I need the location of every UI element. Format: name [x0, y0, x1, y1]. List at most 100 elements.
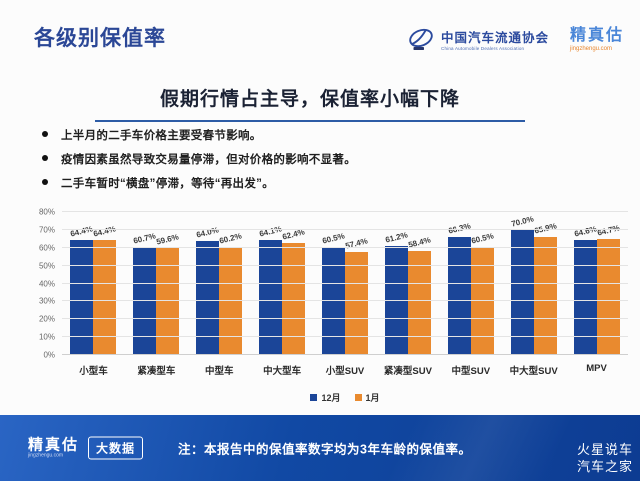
- bar-pair: [259, 240, 306, 355]
- bar-chart: 0% 10% 20% 30% 40% 50% 60% 70% 80% 64.4% 64.4% 60.…: [28, 208, 628, 404]
- jingzhengu-logo: 精真估 jingzhengu.com: [570, 27, 624, 52]
- bullet-item: 上半月的二手车价格主要受春节影响。: [42, 127, 602, 143]
- bar-group: 60.5% 57.4%: [314, 212, 377, 355]
- bar-value-label: 59.6%: [155, 232, 180, 248]
- bar-group: 66.3%60.5%: [439, 212, 502, 355]
- y-tick-label: 80%: [38, 207, 55, 217]
- bar-1月: [156, 248, 180, 355]
- bullet-list: 上半月的二手车价格主要受春节影响。疫情因素虽然导致交易量停滞，但对价格的影响不显…: [42, 127, 602, 199]
- bar-value-label: 64.0%: [195, 224, 220, 240]
- footer-brand-domain: jingzhengu.com: [28, 452, 64, 459]
- y-tick-label: 70%: [38, 225, 55, 235]
- bullet-dot: [42, 179, 48, 185]
- bullet-dot: [42, 131, 48, 137]
- bullet-item: 二手车暂时“横盘”停滞，等待“再出发”。: [42, 175, 602, 191]
- bullet-text: 上半月的二手车价格主要受春节影响。: [61, 130, 262, 142]
- gridline: [62, 264, 628, 266]
- bar-value-label: 61.2%: [384, 229, 409, 245]
- bar-1月: [407, 250, 431, 355]
- bar-value-label: 64.7%: [595, 223, 621, 238]
- footer-brand-name: 精真估: [28, 436, 80, 453]
- x-axis-label: 小型SUV: [325, 366, 365, 377]
- y-tick-label: 40%: [38, 279, 55, 288]
- y-tick-label: 0%: [43, 350, 55, 360]
- bar-group: 64.6% 64.7%: [565, 212, 628, 355]
- jingzhengu-domain: jingzhengu.com: [569, 45, 613, 52]
- gridline: [62, 336, 628, 338]
- page-title: 各级别保值率: [34, 27, 166, 50]
- x-axis-label: 中大型车: [263, 366, 302, 377]
- legend-label: 1月: [365, 393, 380, 403]
- y-tick-label: 30%: [38, 296, 55, 306]
- bar-pair: [196, 240, 243, 355]
- bar-1月: [596, 239, 620, 355]
- plot-area: 64.4% 64.4% 60.7% 59.6% 64.0% 60.2% 64.1% 62.4%…: [62, 211, 628, 355]
- bar-1月: [345, 252, 368, 355]
- bar-value-label: 64.1%: [258, 224, 283, 240]
- bar-pair: [70, 239, 117, 355]
- y-tick-label: 50%: [38, 261, 55, 271]
- bar-1月: [282, 243, 306, 355]
- bullet-text: 疫情因素虽然导致交易量停滞，但对价格的影响不显著。: [61, 154, 356, 166]
- x-axis: 小型车 紧凑型车 中型车 中大型车 小型SUV 紧凑型SUV 中型SUV 中大型SUV MPV: [62, 363, 628, 377]
- bar-value-label: 60.5%: [321, 231, 346, 246]
- bar-group: 70.0% 65.9%: [502, 212, 565, 355]
- footer-bar: 精真估 jingzhengu.com 大数据 注：本报告中的保值率数字均为3年车…: [0, 415, 640, 481]
- gridline: [62, 211, 628, 212]
- bar-pair: [447, 236, 494, 355]
- cada-logo: 中国汽车流通协会 China Automobile Dealers Associ…: [406, 26, 549, 58]
- legend-item: 12月: [310, 391, 341, 404]
- legend-swatch: [310, 394, 318, 401]
- bar-12月: [70, 239, 94, 355]
- watermark-line1: 火星说车: [576, 441, 633, 457]
- x-axis-label: 紧凑型SUV: [383, 366, 432, 377]
- legend-label: 12月: [321, 393, 341, 403]
- gridline: [62, 282, 628, 284]
- y-tick-label: 20%: [38, 314, 55, 324]
- gridline: [62, 318, 628, 320]
- cada-name: 中国汽车流通协会: [441, 31, 550, 46]
- bigdata-badge: 大数据: [88, 436, 144, 460]
- gridline: [62, 300, 628, 302]
- bar-value-label: 64.4%: [92, 224, 118, 239]
- watermark-line2: 汽车之家: [576, 459, 633, 475]
- y-tick-label: 60%: [38, 243, 55, 253]
- bar-12月: [573, 239, 597, 355]
- bar-group: 64.1% 62.4%: [251, 212, 314, 355]
- x-axis-label: 中型车: [204, 366, 234, 377]
- bar-pair: [573, 239, 620, 355]
- bar-12月: [384, 245, 408, 355]
- bar-12月: [510, 229, 534, 355]
- legend-item: 1月: [354, 391, 380, 404]
- bar-12月: [259, 240, 283, 355]
- bullet-item: 疫情因素虽然导致交易量停滞，但对价格的影响不显著。: [42, 151, 602, 167]
- bar-group: 60.7% 59.6%: [125, 212, 188, 355]
- bar-groups: 64.4% 64.4% 60.7% 59.6% 64.0% 60.2% 64.1% 62.4%…: [62, 212, 628, 355]
- bar-value-label: 64.6%: [572, 223, 598, 239]
- jingzhengu-name: 精真估: [569, 27, 624, 44]
- legend-swatch: [354, 394, 362, 401]
- bar-1月: [93, 239, 117, 355]
- banner-headline: 假期行情占主导，保值率小幅下降: [159, 89, 460, 110]
- chart-legend: 12月 1月: [62, 391, 628, 404]
- y-tick-label: 10%: [38, 332, 55, 342]
- bar-1月: [533, 237, 557, 355]
- x-axis-label: MPV: [586, 363, 607, 374]
- gridline: [62, 228, 628, 230]
- bullet-dot: [42, 155, 48, 161]
- cada-swoosh-icon: [406, 26, 436, 58]
- bar-value-label: 60.7%: [132, 230, 157, 246]
- bar-value-label: 70.0%: [510, 214, 535, 229]
- bullet-text: 二手车暂时“横盘”停滞，等待“再出发”。: [61, 178, 274, 190]
- footer-brand: 精真估 jingzhengu.com 大数据: [28, 436, 144, 460]
- bar-group: 64.4% 64.4%: [62, 212, 125, 355]
- y-axis: 0% 10% 20% 30% 40% 50% 60% 70% 80%: [28, 208, 62, 360]
- x-axis-label: 紧凑型车: [137, 366, 176, 377]
- bar-group: 64.0% 60.2%: [188, 212, 251, 355]
- bar-12月: [447, 236, 471, 355]
- cada-subtitle: China Automobile Dealers Association: [441, 45, 525, 51]
- x-axis-label: 小型车: [79, 366, 108, 377]
- gridline: [62, 246, 628, 248]
- x-axis-label: 中型SUV: [451, 366, 491, 377]
